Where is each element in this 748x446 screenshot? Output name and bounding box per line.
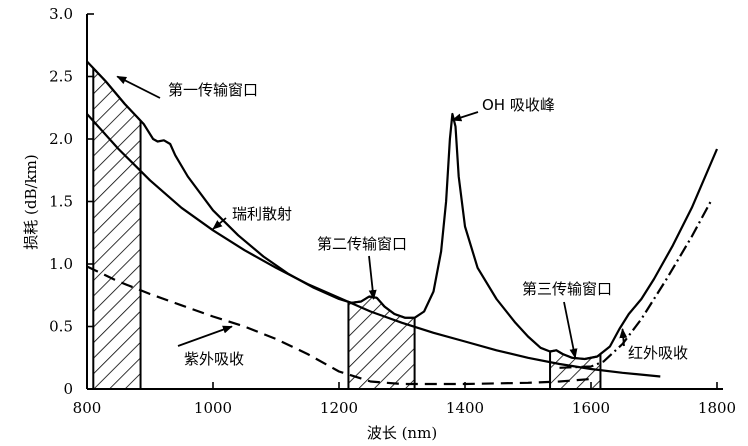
transmission-windows: [92, 65, 602, 390]
x-tick-label: 800: [73, 399, 102, 417]
y-tick-label: 1.5: [49, 193, 73, 211]
y-axis-title: 损耗 (dB/km): [22, 154, 40, 249]
annotation-arrow-first-window: [116, 75, 161, 99]
rayleigh-scattering-curve: [86, 113, 661, 378]
annotation-label-uv-absorption: 紫外吸收: [184, 350, 244, 368]
annotation-arrow-second-window: [368, 255, 377, 300]
y-tick-label: 2.5: [49, 68, 73, 86]
y-tick-label: 2.0: [49, 130, 73, 148]
ir-absorption-curve: [559, 200, 712, 369]
x-tick-label: 1400: [446, 399, 484, 417]
y-tick-label: 0: [63, 380, 73, 398]
x-axis-title: 波长 (nm): [367, 424, 437, 442]
x-tick-label: 1600: [572, 399, 610, 417]
annotation-arrow-uv-absorption: [177, 325, 233, 347]
annotation-label-third-window: 第三传输窗口: [522, 280, 612, 298]
annotation-arrow-third-window: [563, 301, 578, 359]
x-tick-label: 1000: [194, 399, 232, 417]
y-tick-label: 1.0: [49, 255, 73, 273]
annotation-label-second-window: 第二传输窗口: [317, 235, 407, 253]
x-tick-label: 1800: [698, 399, 736, 417]
annotation-label-ir-absorption: 红外吸收: [628, 344, 688, 362]
annotation-label-first-window: 第一传输窗口: [168, 81, 258, 99]
y-tick-label: 3.0: [49, 5, 73, 23]
annotation-label-rayleigh: 瑞利散射: [232, 205, 292, 223]
x-tick-label: 1200: [320, 399, 358, 417]
y-tick-label: 0.5: [49, 318, 73, 336]
uv-absorption-curve: [86, 265, 592, 386]
annotation-label-oh-peak: OH 吸收峰: [482, 96, 555, 114]
transmission-window-2: [347, 295, 416, 390]
annotation-arrow-rayleigh: [212, 217, 227, 230]
annotation-arrow-ir-absorption: [619, 328, 628, 347]
transmission-window-1: [92, 65, 142, 390]
series-lines: [86, 60, 719, 386]
annotation-arrow-oh-peak: [451, 111, 479, 122]
total-loss-curve: [86, 60, 719, 361]
axes: 800 1000 1200 1400 1600 1800 0 0.5 1.0 1.5 2.0 2.5 3…: [22, 5, 736, 442]
